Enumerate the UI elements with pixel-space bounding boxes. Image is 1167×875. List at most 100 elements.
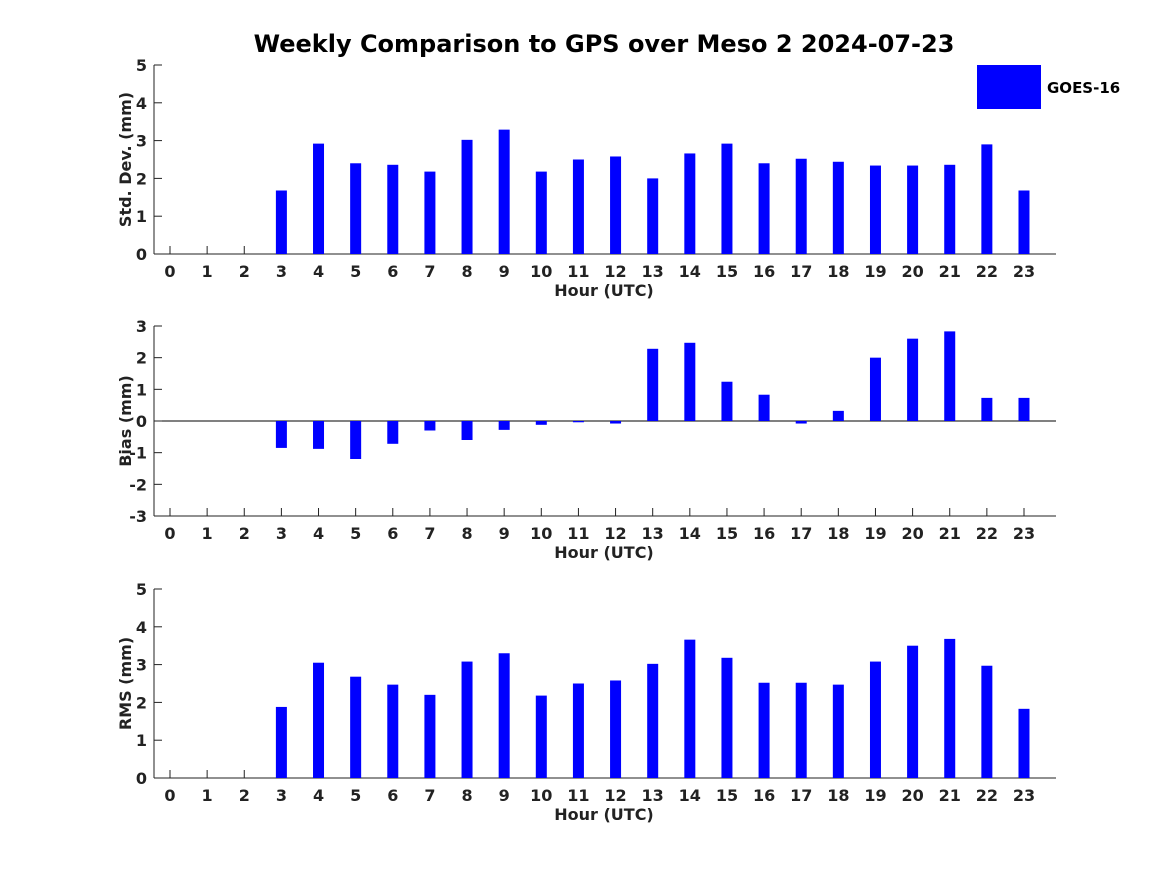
- legend-label: GOES-16: [1047, 79, 1120, 97]
- bar-hour-19: [869, 357, 881, 421]
- y-tick-label: 3: [136, 317, 147, 336]
- bar-hour-13: [647, 663, 659, 778]
- x-tick-label: 9: [499, 524, 510, 543]
- bar-hour-5: [350, 163, 362, 254]
- x-tick-label: 21: [939, 262, 961, 281]
- x-tick-label: 16: [753, 524, 775, 543]
- x-tick-label: 4: [313, 524, 324, 543]
- x-axis-label: Hour (UTC): [554, 543, 654, 562]
- bar-hour-10: [535, 421, 547, 425]
- x-tick-label: 12: [604, 262, 626, 281]
- bar-hour-5: [350, 421, 362, 459]
- y-tick-label: 4: [136, 618, 147, 637]
- x-tick-label: 4: [313, 262, 324, 281]
- bar-hour-4: [313, 421, 325, 449]
- bar-hour-13: [647, 178, 659, 254]
- x-tick-label: 10: [530, 262, 552, 281]
- y-tick-label: 2: [136, 169, 147, 188]
- y-tick-label: 1: [136, 380, 147, 399]
- x-tick-label: 2: [239, 262, 250, 281]
- x-tick-label: 7: [424, 786, 435, 805]
- bar-hour-16: [758, 163, 770, 254]
- x-tick-label: 17: [790, 262, 812, 281]
- x-tick-label: 20: [901, 786, 923, 805]
- bar-hour-11: [572, 421, 584, 423]
- bar-hour-6: [387, 421, 399, 444]
- x-tick-label: 21: [939, 786, 961, 805]
- bar-hour-18: [832, 410, 844, 421]
- x-tick-label: 8: [461, 786, 472, 805]
- bar-hour-4: [313, 143, 325, 254]
- bar-hour-10: [535, 695, 547, 778]
- bar-hour-6: [387, 684, 399, 778]
- bar-hour-7: [424, 694, 436, 778]
- x-tick-label: 3: [276, 262, 287, 281]
- y-tick-label: 4: [136, 94, 147, 113]
- y-tick-label: 5: [136, 56, 147, 75]
- x-tick-label: 5: [350, 262, 361, 281]
- y-tick-label: 5: [136, 580, 147, 599]
- x-tick-label: 12: [604, 786, 626, 805]
- x-tick-label: 23: [1013, 524, 1035, 543]
- x-tick-label: 11: [567, 262, 589, 281]
- x-tick-label: 9: [499, 262, 510, 281]
- legend-swatch: [977, 65, 1041, 109]
- y-tick-label: 3: [136, 132, 147, 151]
- bar-hour-12: [610, 680, 622, 778]
- bar-hour-17: [795, 682, 807, 778]
- x-tick-label: 15: [716, 786, 738, 805]
- x-tick-label: 0: [164, 262, 175, 281]
- bar-hour-8: [461, 421, 473, 440]
- x-tick-label: 22: [976, 262, 998, 281]
- x-tick-label: 22: [976, 524, 998, 543]
- bar-hour-22: [981, 397, 993, 421]
- chart-title: Weekly Comparison to GPS over Meso 2 202…: [254, 30, 955, 58]
- bar-hour-19: [869, 165, 881, 254]
- bar-hour-3: [275, 706, 287, 778]
- bar-hour-18: [832, 684, 844, 778]
- bar-hour-14: [684, 153, 696, 254]
- bar-hour-3: [275, 421, 287, 448]
- x-tick-label: 7: [424, 262, 435, 281]
- x-tick-label: 14: [679, 524, 701, 543]
- bar-hour-9: [498, 421, 510, 430]
- bar-hour-3: [275, 190, 287, 254]
- y-axis-label: RMS (mm): [116, 637, 135, 730]
- y-tick-label: 0: [136, 412, 147, 431]
- x-tick-label: 2: [239, 524, 250, 543]
- x-tick-label: 3: [276, 786, 287, 805]
- y-tick-label: -1: [129, 444, 147, 463]
- bar-hour-14: [684, 639, 696, 778]
- x-axis-label: Hour (UTC): [554, 281, 654, 300]
- x-tick-label: 23: [1013, 262, 1035, 281]
- x-tick-label: 20: [901, 524, 923, 543]
- y-tick-label: -2: [129, 475, 147, 494]
- x-tick-label: 6: [387, 524, 398, 543]
- bar-hour-4: [313, 662, 325, 778]
- y-tick-label: -3: [129, 507, 147, 526]
- x-tick-label: 8: [461, 524, 472, 543]
- bar-hour-5: [350, 676, 362, 778]
- x-tick-label: 18: [827, 786, 849, 805]
- x-tick-label: 13: [642, 786, 664, 805]
- x-tick-label: 13: [642, 524, 664, 543]
- x-tick-label: 14: [679, 262, 701, 281]
- y-tick-label: 1: [136, 207, 147, 226]
- x-tick-label: 16: [753, 786, 775, 805]
- bar-hour-11: [572, 683, 584, 778]
- bar-hour-16: [758, 394, 770, 421]
- x-tick-label: 1: [202, 524, 213, 543]
- bar-hour-17: [795, 421, 807, 424]
- bar-hour-21: [944, 164, 956, 254]
- x-tick-label: 19: [864, 262, 886, 281]
- bar-hour-9: [498, 653, 510, 778]
- bar-hour-23: [1018, 708, 1030, 778]
- bar-hour-8: [461, 661, 473, 778]
- bar-hour-7: [424, 171, 436, 254]
- x-tick-label: 1: [202, 262, 213, 281]
- x-tick-label: 5: [350, 524, 361, 543]
- bar-hour-13: [647, 348, 659, 421]
